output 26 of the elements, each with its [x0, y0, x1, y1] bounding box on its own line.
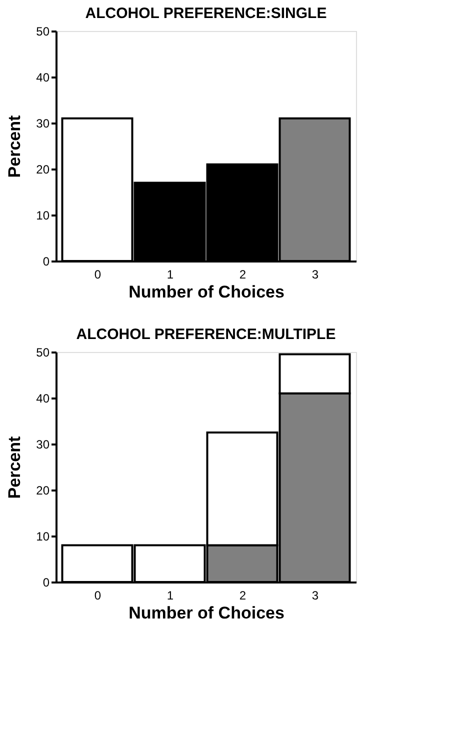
- chart-title: ALCOHOL PREFERENCE:MULTIPLE: [76, 326, 336, 343]
- y-axis-title: Percent: [5, 114, 24, 178]
- x-tick-label: 0: [94, 588, 102, 602]
- y-tick-label: 20: [36, 484, 50, 498]
- y-tick-label: 0: [42, 254, 50, 268]
- x-tick-label: 3: [312, 268, 319, 282]
- y-tick-label: 50: [36, 24, 50, 38]
- x-tick-label: 3: [312, 588, 319, 602]
- y-tick-label: 10: [36, 208, 50, 222]
- y-tick-label: 40: [36, 70, 50, 84]
- y-tick-label: 20: [36, 162, 50, 176]
- x-tick-label: 1: [166, 268, 174, 282]
- x-axis-title: Number of Choices: [128, 604, 284, 622]
- y-tick-label: 0: [42, 576, 50, 590]
- y-tick-label: 40: [36, 392, 50, 406]
- y-tick-label: 10: [36, 530, 50, 544]
- chart-title: ALCOHOL PREFERENCE:SINGLE: [85, 5, 327, 22]
- y-tick-label: 30: [36, 438, 50, 452]
- y-tick-label: 50: [36, 346, 50, 360]
- x-tick-label: 2: [239, 268, 246, 282]
- y-axis-title: Percent: [5, 436, 24, 499]
- x-tick-label: 1: [166, 588, 174, 602]
- x-tick-label: 2: [239, 588, 246, 602]
- y-tick-label: 30: [36, 116, 50, 130]
- x-tick-label: 0: [94, 268, 102, 282]
- x-axis-title: Number of Choices: [128, 282, 284, 302]
